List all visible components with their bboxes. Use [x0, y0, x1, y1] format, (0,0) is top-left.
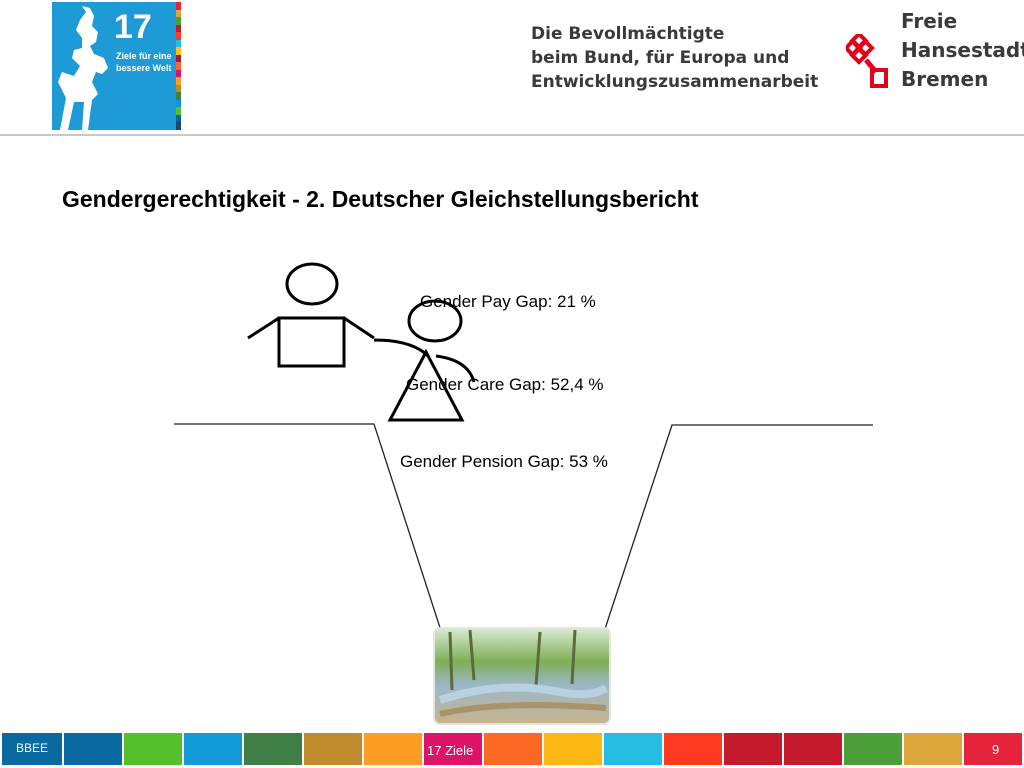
footer-box	[364, 733, 422, 765]
page-number: 9	[992, 742, 1000, 757]
footer-box	[664, 733, 722, 765]
footer-box-ziele	[424, 733, 482, 765]
footer-box	[244, 733, 302, 765]
bremen-line-1: Freie	[901, 9, 958, 33]
footer-box	[784, 733, 842, 765]
bremen-line-2: Hansestadt	[901, 38, 1024, 62]
footer-box	[904, 733, 962, 765]
footer-box	[184, 733, 242, 765]
bevollmaechtigte-line-2: beim Bund, für Europa und	[531, 48, 790, 68]
bevollmaechtigte-line-1: Die Bevollmächtigte	[531, 24, 725, 44]
sdg-logo-number: 17	[114, 8, 152, 46]
footer-box	[844, 733, 902, 765]
footer-box-page	[964, 733, 1022, 765]
slide-title: Gendergerechtigkeit - 2. Deutscher Gleic…	[62, 186, 699, 212]
footer-box-bbee	[2, 733, 62, 765]
footer-bar: BBEE 17 Ziele 9	[0, 733, 1024, 768]
bremen-town-musicians-icon	[58, 6, 108, 130]
footer-box	[304, 733, 362, 765]
sdg-color-stripe	[176, 2, 181, 130]
bevollmaechtigte-line-3: Entwicklungszusammenarbeit	[531, 72, 819, 92]
header-divider	[0, 134, 1024, 136]
sdg-logo-subtitle-line-2: bessere Welt	[116, 63, 172, 73]
gender-care-gap-label: Gender Care Gap: 52,4 %	[406, 375, 604, 394]
footer-box	[544, 733, 602, 765]
footer-box	[64, 733, 122, 765]
gender-pay-gap-label: Gender Pay Gap: 21 %	[420, 292, 596, 311]
sdg-17-logo: 17 Ziele für eine bessere Welt	[52, 2, 176, 130]
bremen-line-3: Bremen	[901, 67, 989, 91]
woman-figure-icon	[387, 299, 476, 422]
bevollmaechtigte-heading: Die Bevollmächtigte beim Bund, für Europ…	[531, 22, 818, 94]
forest-stream-photo	[433, 627, 611, 725]
gender-pension-gap-label: Gender Pension Gap: 53 %	[400, 452, 608, 471]
sdg-logo-subtitle: Ziele für eine bessere Welt	[116, 50, 174, 74]
footer-box	[124, 733, 182, 765]
bremen-heading: Freie Hansestadt Bremen	[901, 7, 1024, 94]
man-figure-icon	[247, 262, 430, 368]
footer-box	[724, 733, 782, 765]
footer-bbee-label: BBEE	[16, 741, 49, 755]
footer-box	[604, 733, 662, 765]
footer-box	[484, 733, 542, 765]
gap-chasm-icon	[174, 423, 873, 641]
sdg-logo-subtitle-line-1: Ziele für eine	[116, 51, 172, 61]
bremen-key-icon	[846, 34, 888, 88]
footer-17-ziele-label: 17 Ziele	[427, 743, 474, 758]
